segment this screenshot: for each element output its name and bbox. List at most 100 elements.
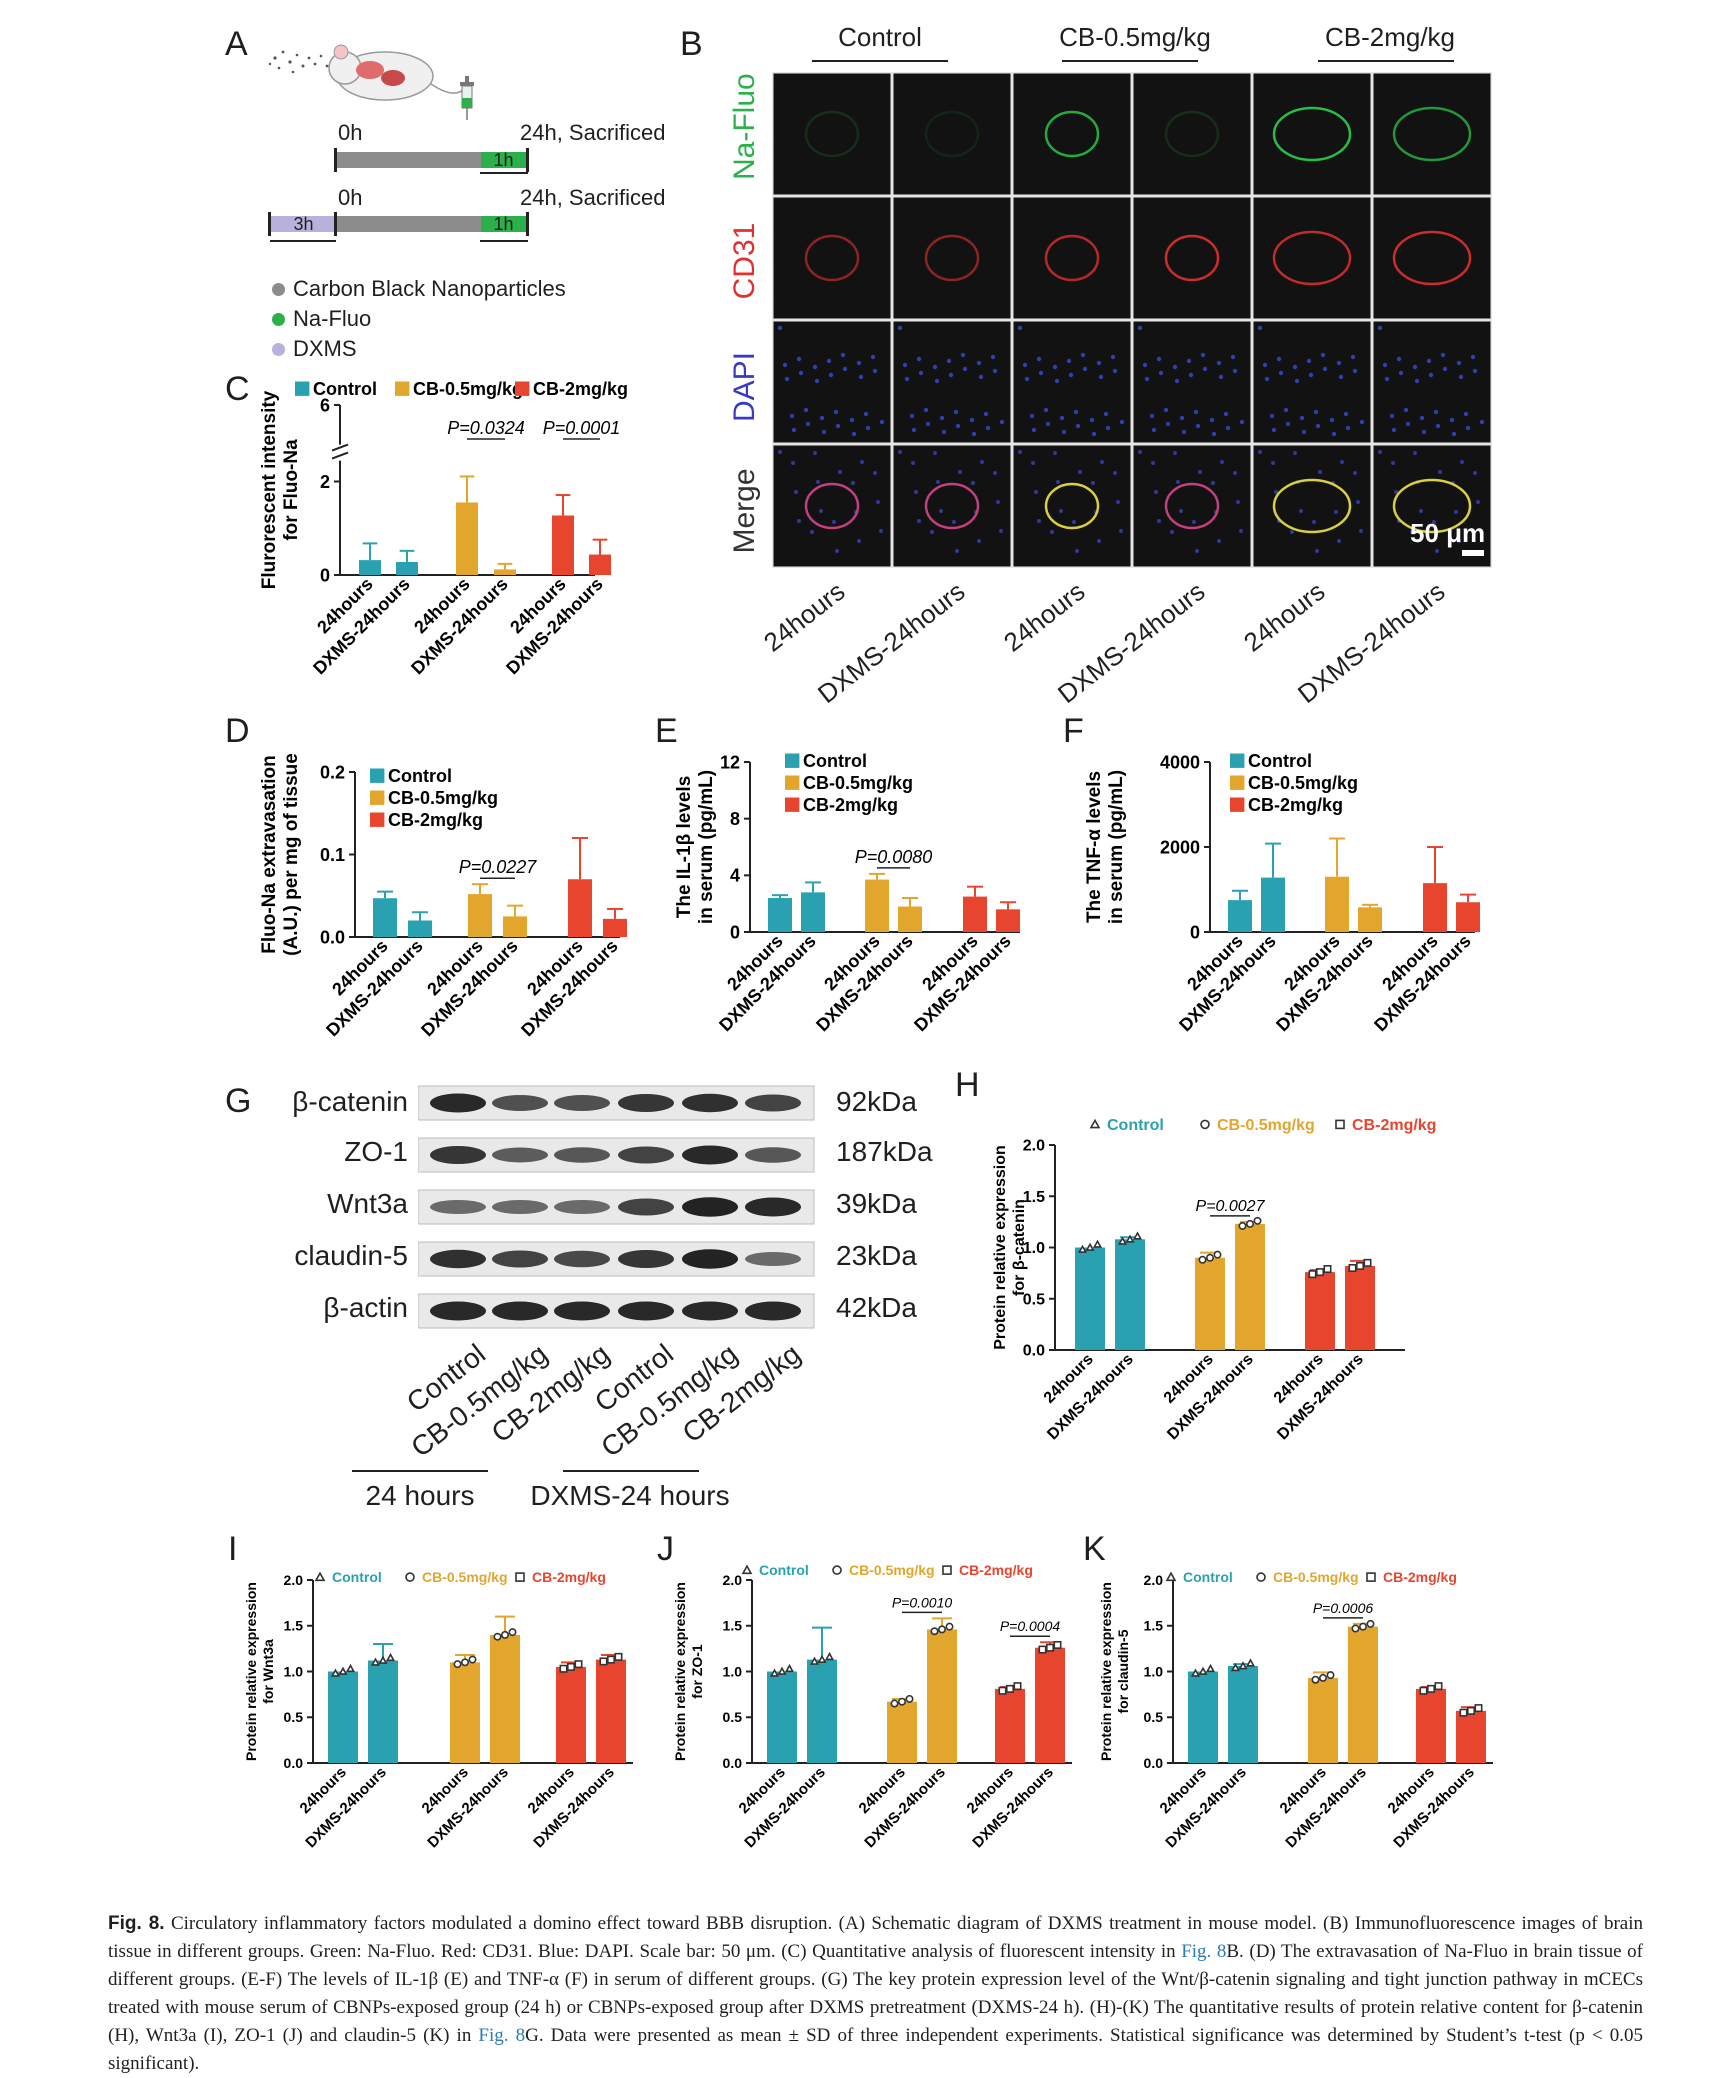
nucleus-dot	[1137, 325, 1143, 331]
nucleus-dot	[832, 520, 836, 524]
y-axis-label-line: for Fluo-Na	[281, 439, 302, 541]
nucleus-dot	[1179, 509, 1183, 513]
bar	[456, 502, 478, 575]
blot-protein-label: Wnt3a	[327, 1188, 408, 1219]
legend-square-icon	[1348, 1264, 1357, 1273]
legend-circle-icon	[1253, 1216, 1262, 1225]
y-axis-label: Protein relative expression for β-catenin	[992, 1145, 1028, 1350]
legend-swatch	[1230, 775, 1245, 790]
nucleus-dot	[1018, 450, 1022, 454]
caption-fig-link[interactable]: Fig. 8	[478, 2025, 526, 2046]
legend-circle-icon	[1311, 1675, 1320, 1684]
micrograph-grid	[772, 72, 1492, 568]
nucleus-dot	[1233, 471, 1237, 475]
legend-square-icon	[614, 1652, 623, 1661]
timeline-end-2: 24h, Sacrificed	[520, 185, 666, 210]
bar	[373, 898, 397, 937]
legend-triangle-icon	[1125, 1234, 1135, 1243]
nucleus-dot	[1318, 470, 1322, 474]
nucleus-dot	[1225, 425, 1231, 431]
nucleus-dot	[833, 409, 839, 415]
nucleus-dot	[1239, 529, 1243, 533]
micrograph-tile	[1250, 194, 1374, 322]
legend-dot	[272, 313, 285, 326]
micrograph-tile	[890, 442, 1014, 568]
blot-band	[745, 1301, 801, 1321]
nucleus-dot	[1340, 460, 1344, 464]
y-tick-label: 0.5	[284, 1709, 304, 1725]
legend-label: CB-2mg/kg	[388, 810, 483, 830]
y-axis-label: Protein relative expression for claudin-5	[1098, 1582, 1131, 1761]
legend-label: Control	[759, 1562, 809, 1578]
vessel-signal	[1164, 482, 1220, 530]
legend-circle-icon	[1206, 1253, 1215, 1262]
vessel-signal	[1392, 478, 1472, 534]
nucleus-dot	[1239, 419, 1245, 425]
nucleus-dot	[1391, 427, 1397, 433]
y-axis-label-line: The IL-1β levels	[674, 776, 695, 919]
bar	[995, 1688, 1025, 1763]
caption-fig-link[interactable]: Fig. 8	[1181, 1941, 1227, 1962]
legend-triangle-icon	[1089, 1118, 1101, 1129]
nucleus-dot	[1440, 352, 1446, 358]
legend-circle-icon	[1238, 1221, 1247, 1230]
nucleus-dot	[777, 325, 783, 331]
legend-swatch	[370, 768, 385, 783]
legend-square-icon	[606, 1655, 615, 1664]
nucleus-dot	[1315, 549, 1319, 553]
legend-circle-icon	[1366, 1619, 1375, 1628]
y-tick-label: 6	[320, 395, 330, 415]
micrograph-x-label: 24hours	[997, 576, 1091, 658]
micrograph-tile	[890, 318, 1014, 446]
nucleus-dot	[1096, 360, 1102, 366]
legend-label: CB-0.5mg/kg	[1248, 773, 1358, 793]
blot-band	[745, 1197, 801, 1217]
vessel-signal	[804, 234, 860, 282]
bar	[494, 569, 516, 575]
nucleus-dot	[962, 366, 968, 372]
nucleus-dot	[1421, 429, 1427, 435]
nucleus-dot	[1075, 423, 1081, 429]
mouse-icon	[328, 44, 466, 101]
nucleus-dot	[1433, 409, 1439, 415]
legend-circle-icon	[493, 1632, 502, 1641]
y-tick-label: 1.0	[1023, 1240, 1045, 1257]
y-axis-label: Protein relative expression for Wnt3a	[243, 1582, 276, 1761]
nucleus-dot	[835, 549, 839, 553]
nucleus-dot	[1103, 411, 1109, 417]
nucleus-dot	[1432, 520, 1436, 524]
nucleus-dot	[1080, 352, 1086, 358]
nucleus-dot	[1476, 500, 1480, 504]
nucleus-dot	[1435, 423, 1441, 429]
bar	[503, 916, 527, 937]
blot-band	[618, 1146, 674, 1164]
y-tick-label: 0	[320, 565, 330, 585]
nucleus-dot	[946, 358, 952, 364]
micrograph-tile	[1130, 194, 1254, 322]
bar	[963, 896, 987, 932]
chart-d-extravasation: 0.0 0.1 0.2 Fluo-Na extravasation (A.U.) per…	[259, 753, 627, 1040]
nucleus-dot	[858, 374, 864, 380]
blot-image	[418, 1085, 815, 1329]
nucleus-dot	[1356, 500, 1360, 504]
nucleus-dot	[985, 425, 991, 431]
legend-square-icon	[1466, 1706, 1475, 1715]
legend-triangle-icon	[817, 1654, 827, 1663]
chart-legend: Control CB-0.5mg/kg CB-2mg/kg	[314, 1569, 606, 1585]
legend-circle-icon	[468, 1655, 477, 1664]
nucleus-dot	[990, 354, 996, 360]
vessel-signal	[924, 110, 980, 158]
nucleus-dot	[1059, 509, 1063, 513]
nucleus-dot	[932, 364, 938, 370]
legend-triangle-icon	[1165, 1571, 1177, 1582]
legend-label: Carbon Black Nanoparticles	[293, 276, 566, 301]
vessel-signal	[804, 482, 860, 530]
legend-triangle-icon	[378, 1655, 388, 1664]
p-value-label: P=0.0080	[855, 847, 933, 867]
nucleus-dot	[1100, 460, 1104, 464]
nucleus-dot	[863, 411, 869, 417]
y-axis-label-line: Fluo-Na extravasation	[259, 755, 280, 954]
nucleus-dot	[1470, 354, 1476, 360]
nucleus-dot	[1414, 378, 1420, 384]
panel-label-b: B	[680, 25, 703, 63]
